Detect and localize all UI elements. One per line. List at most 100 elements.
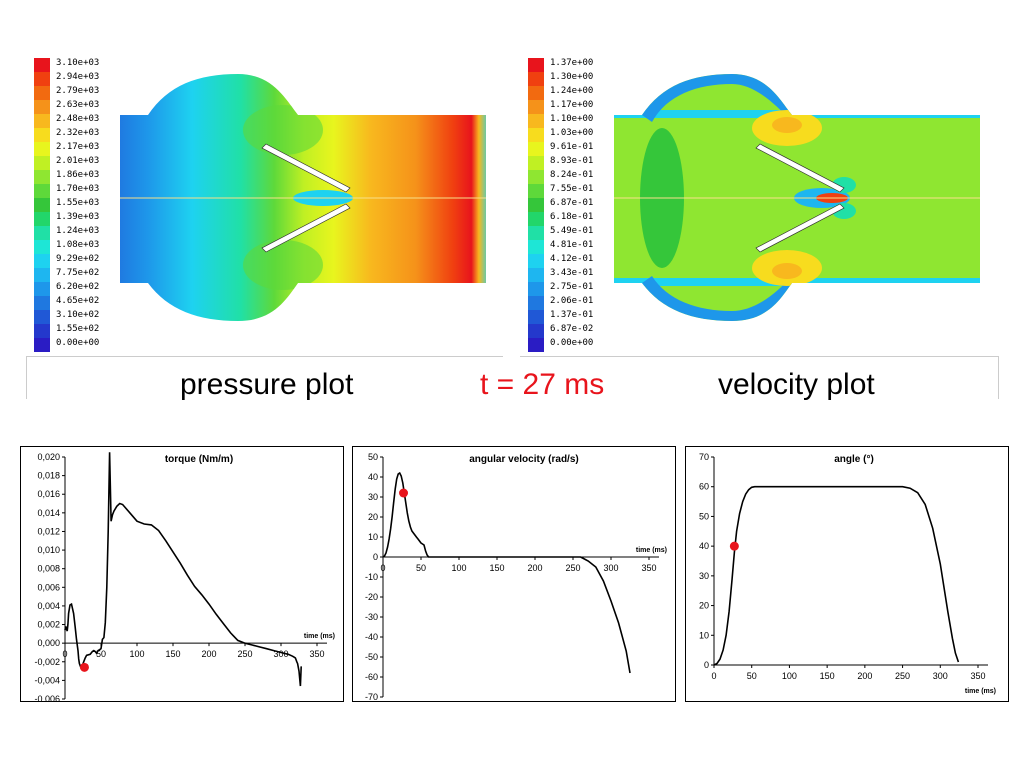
series-line	[713, 485, 960, 666]
pressure-legend-swatch	[34, 86, 50, 100]
y-tick-label: 20	[368, 512, 378, 522]
pressure-legend-label: 3.10e+02	[56, 310, 100, 320]
y-tick-label: -0,002	[34, 657, 60, 667]
velocity-legend-label: 1.10e+00	[550, 114, 594, 124]
velocity-field	[614, 74, 980, 321]
velocity-legend-label: 1.24e+00	[550, 86, 594, 96]
x-tick-label: 0	[711, 671, 716, 681]
velocity-legend-swatch	[528, 226, 544, 240]
pressure-legend-swatch	[34, 240, 50, 254]
velocity-legend-swatch	[528, 100, 544, 114]
velocity-legend-swatch	[528, 282, 544, 296]
velocity-legend-swatch	[528, 254, 544, 268]
y-tick-label: 0	[704, 660, 709, 670]
x-tick-label: 150	[489, 563, 504, 573]
x-tick-label: 350	[970, 671, 985, 681]
y-tick-label: 0,014	[37, 508, 60, 518]
chart-title: torque (Nm/m)	[165, 454, 233, 465]
torque-chart: torque (Nm/m) 0,020 0,018 0,016 0,014 0,012 0,…	[34, 452, 335, 704]
x-tick-label: 100	[782, 671, 797, 681]
pressure-legend-label: 2.79e+03	[56, 86, 100, 96]
pressure-legend-swatch	[34, 128, 50, 142]
pressure-legend-swatch	[34, 58, 50, 72]
pressure-legend-label: 2.94e+03	[56, 72, 100, 82]
pressure-legend-swatch	[34, 296, 50, 310]
velocity-legend-swatch	[528, 198, 544, 212]
velocity-legend-label: 9.61e-01	[550, 142, 594, 152]
velocity-legend-swatch	[528, 156, 544, 170]
pressure-legend-label: 3.10e+03	[56, 58, 100, 68]
y-tick-label: 40	[368, 472, 378, 482]
x-tick-label: 150	[820, 671, 835, 681]
y-tick-label: 70	[699, 452, 709, 462]
x-tick-label: 200	[201, 649, 216, 659]
velocity-legend-label: 1.37e-01	[550, 310, 594, 320]
pressure-legend-label: 2.63e+03	[56, 100, 100, 110]
y-tick-label: 40	[699, 541, 709, 551]
pressure-legend-swatch	[34, 324, 50, 338]
y-tick-label: -30	[365, 612, 378, 622]
velocity-legend-swatch	[528, 212, 544, 226]
y-tick-label: 0,018	[37, 471, 60, 481]
time-marker-point	[399, 488, 409, 498]
y-tick-label: 0	[373, 552, 378, 562]
y-tick-label: 0,010	[37, 545, 60, 555]
pressure-legend-swatch	[34, 156, 50, 170]
pressure-legend-swatch	[34, 310, 50, 324]
velocity-legend-label: 2.75e-01	[550, 282, 594, 292]
x-tick-label: 50	[96, 649, 106, 659]
velocity-legend-swatch	[528, 184, 544, 198]
velocity-legend-swatch	[528, 170, 544, 184]
pressure-caption: pressure plot	[180, 368, 354, 401]
x-tick-label: 100	[129, 649, 144, 659]
y-tick-label: 0,002	[37, 620, 60, 630]
velocity-legend-label: 1.17e+00	[550, 100, 594, 110]
velocity-legend-label: 7.55e-01	[550, 184, 594, 194]
x-tick-label: 0	[380, 563, 385, 573]
velocity-legend-label: 4.81e-01	[550, 240, 594, 250]
y-tick-label: -0,006	[34, 694, 60, 701]
time-marker-point	[729, 541, 739, 551]
x-tick-label: 300	[933, 671, 948, 681]
pressure-legend-label: 1.55e+03	[56, 198, 100, 208]
pressure-legend: 3.10e+03 2.94e+03 2.79e+03 2.63e+03 2.48e+03…	[34, 58, 134, 352]
pressure-legend-swatch	[34, 184, 50, 198]
pressure-legend-swatch	[34, 114, 50, 128]
x-tick-label: 150	[165, 649, 180, 659]
chart-title: angle (°)	[834, 454, 874, 465]
y-tick-label: 0,006	[37, 582, 60, 592]
velocity-legend-swatch	[528, 142, 544, 156]
x-tick-label: 300	[273, 649, 288, 659]
y-tick-label: 0,016	[37, 489, 60, 499]
velocity-legend-label: 6.87e-02	[550, 324, 594, 334]
velocity-legend-label: 1.30e+00	[550, 72, 594, 82]
x-tick-label: 350	[641, 563, 656, 573]
pressure-legend-label: 2.48e+03	[56, 114, 100, 124]
velocity-legend-swatch	[528, 240, 544, 254]
velocity-legend-swatch	[528, 310, 544, 324]
caption-frame-right	[520, 356, 999, 399]
angular-velocity-chart-panel: angular velocity (rad/s) 50 40 30 20 10 0 -10 -2…	[352, 446, 676, 702]
velocity-legend-swatch	[528, 268, 544, 282]
velocity-legend-label: 5.49e-01	[550, 226, 594, 236]
y-tick-label: -50	[365, 652, 378, 662]
caption-frame-left	[26, 356, 503, 399]
y-tick-label: -70	[365, 692, 378, 701]
y-tick-label: -10	[365, 572, 378, 582]
x-tick-label: 350	[309, 649, 324, 659]
y-tick-label: 0,004	[37, 601, 60, 611]
y-tick-label: 20	[699, 601, 709, 611]
velocity-legend-label: 1.37e+00	[550, 58, 594, 68]
y-tick-label: 50	[368, 452, 378, 462]
pressure-legend-label: 2.17e+03	[56, 142, 100, 152]
angle-chart-panel: angle (°) 70 60 50 40 30 20 10 0 0 50 100 150 200 250 3…	[685, 446, 1009, 702]
y-tick-label: 10	[699, 630, 709, 640]
pressure-legend-label: 1.08e+03	[56, 240, 100, 250]
pressure-legend-swatch	[34, 282, 50, 296]
pressure-legend-label: 1.70e+03	[56, 184, 100, 194]
time-caption: t = 27 ms	[480, 368, 605, 401]
y-tick-label: 50	[699, 511, 709, 521]
x-tick-label: 200	[857, 671, 872, 681]
x-tick-label: 0	[62, 649, 67, 659]
